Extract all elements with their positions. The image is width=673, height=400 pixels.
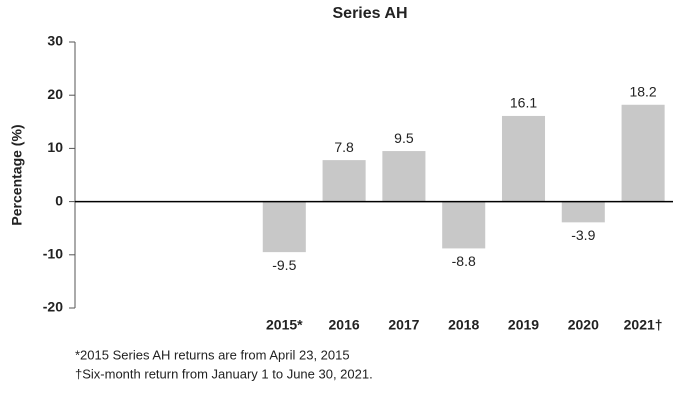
- x-tick-label: 2018: [448, 317, 479, 333]
- y-tick-label: 30: [47, 33, 63, 49]
- value-label: 9.5: [394, 130, 414, 146]
- value-label: -3.9: [571, 227, 595, 243]
- x-tick-label: 2017: [388, 317, 419, 333]
- bar: [501, 115, 546, 202]
- value-label: -9.5: [272, 257, 296, 273]
- x-tick-label: 2015*: [266, 317, 303, 333]
- y-tick-label: 0: [55, 192, 63, 208]
- bar: [382, 151, 426, 202]
- y-axis-label: Percentage (%): [9, 124, 25, 225]
- x-tick-label: 2020: [568, 317, 599, 333]
- x-tick-label: 2021†: [624, 317, 663, 333]
- y-tick-label: -20: [43, 299, 63, 315]
- y-tick-label: 10: [47, 139, 63, 155]
- bar: [621, 104, 665, 202]
- bar: [262, 201, 306, 253]
- value-label: 7.8: [334, 139, 354, 155]
- value-label: -8.8: [452, 253, 476, 269]
- footnote: *2015 Series AH returns are from April 2…: [75, 347, 350, 362]
- bar: [561, 201, 605, 223]
- value-label: 16.1: [510, 95, 537, 111]
- x-tick-label: 2019: [508, 317, 539, 333]
- footnote: †Six-month return from January 1 to June…: [75, 366, 373, 381]
- y-tick-label: -10: [43, 246, 63, 262]
- chart-title: Series AH: [333, 5, 408, 22]
- y-tick-label: 20: [47, 86, 63, 102]
- bar: [442, 201, 486, 249]
- x-tick-label: 2016: [329, 317, 360, 333]
- value-label: 18.2: [629, 83, 656, 99]
- bar: [322, 160, 366, 202]
